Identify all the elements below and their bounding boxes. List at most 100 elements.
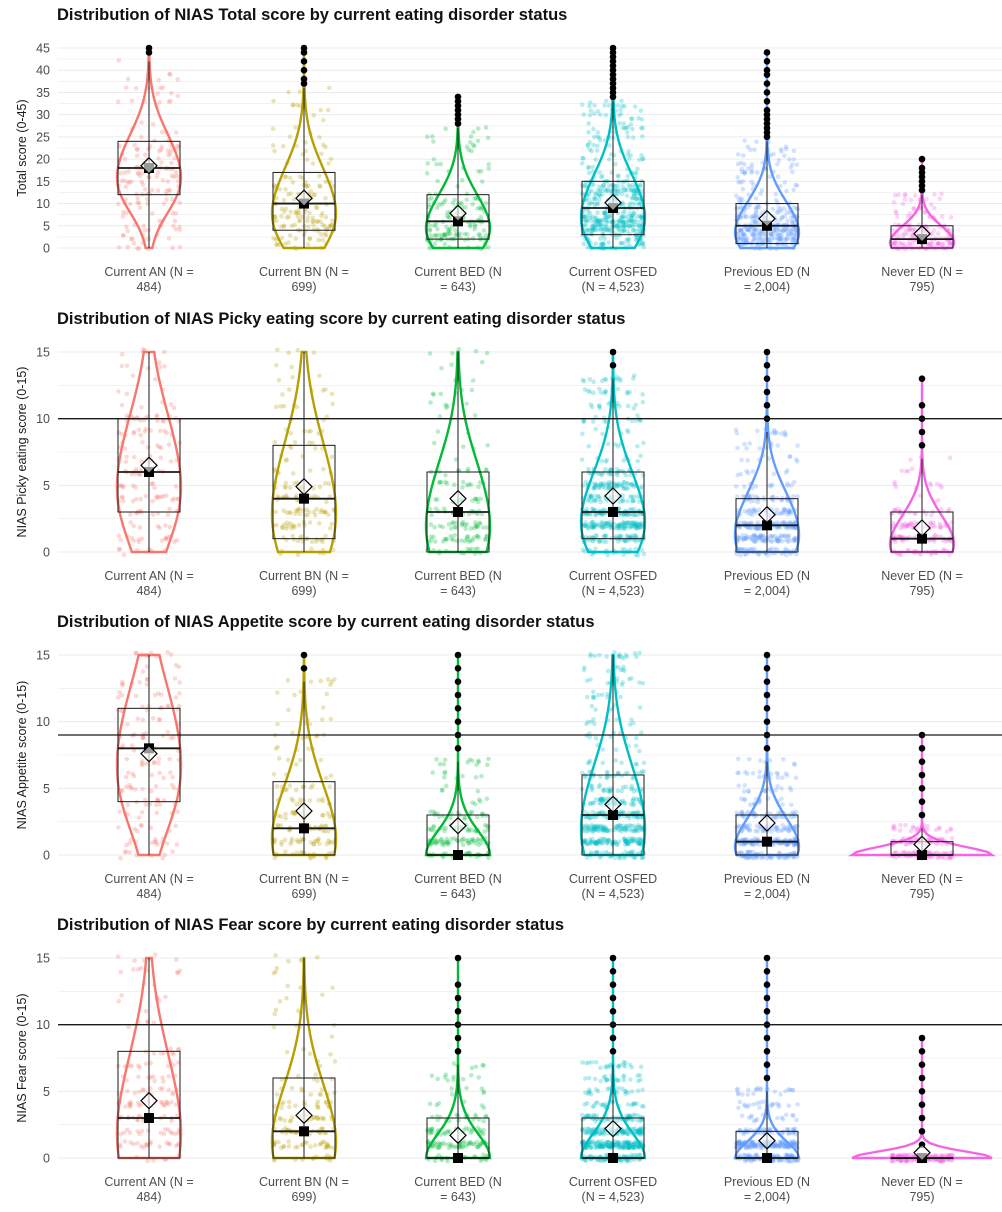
jitter-point: [134, 467, 139, 472]
jitter-point: [741, 179, 746, 184]
jitter-point: [592, 484, 597, 489]
jitter-point: [138, 525, 143, 530]
jitter-point: [775, 496, 780, 501]
jitter-point: [734, 484, 739, 489]
jitter-point: [460, 178, 465, 183]
jitter-point: [597, 170, 602, 175]
jitter-point: [636, 829, 641, 834]
x-tick-label: Current OSFED(N = 4,523): [569, 1175, 657, 1204]
jitter-point: [169, 91, 174, 96]
jitter-point: [129, 786, 134, 791]
jitter-point: [950, 836, 955, 841]
jitter-point: [641, 157, 646, 162]
jitter-point: [632, 373, 637, 378]
jitter-point: [911, 825, 916, 830]
jitter-point: [581, 419, 586, 424]
y-axis-label: NIAS Picky eating score (0-15): [15, 367, 29, 538]
jitter-point: [639, 108, 644, 113]
jitter-point: [786, 509, 791, 514]
jitter-point: [592, 722, 597, 727]
jitter-point: [429, 513, 434, 518]
jitter-point: [156, 156, 161, 161]
median-marker: [453, 850, 463, 860]
mean-marker: [141, 457, 157, 473]
outlier-point: [610, 362, 617, 369]
jitter-point: [767, 483, 772, 488]
jitter-point: [283, 174, 288, 179]
jitter-point: [425, 135, 430, 140]
jitter-point: [140, 440, 145, 445]
jitter-point: [277, 378, 282, 383]
jitter-point: [132, 538, 137, 543]
jitter-point: [161, 85, 166, 90]
jitter-point: [292, 481, 297, 486]
jitter-point: [146, 445, 151, 450]
jitter-point: [762, 240, 767, 245]
jitter-point: [290, 730, 295, 735]
jitter-point: [329, 522, 334, 527]
x-tick-label: Current BN (N =699): [259, 1175, 349, 1204]
jitter-point: [157, 149, 162, 154]
x-tick-label: Never ED (N =795): [881, 265, 963, 294]
jitter-point: [445, 404, 450, 409]
jitter-point: [317, 373, 322, 378]
jitter-point: [640, 548, 645, 553]
jitter-point: [442, 762, 447, 767]
jitter-point: [275, 722, 280, 727]
jitter-point: [751, 182, 756, 187]
jitter-point: [292, 812, 297, 817]
outlier-point: [919, 429, 926, 436]
jitter-point: [633, 403, 638, 408]
jitter-point: [628, 211, 633, 216]
jitter-point: [595, 210, 600, 215]
jitter-point: [120, 403, 125, 408]
outlier-point: [764, 678, 771, 685]
jitter-point: [159, 446, 164, 451]
jitter-point: [457, 347, 462, 352]
jitter-point: [443, 473, 448, 478]
jitter-point: [474, 775, 479, 780]
jitter-point: [590, 189, 595, 194]
jitter-point: [937, 826, 942, 831]
jitter-point: [155, 443, 160, 448]
jitter-point: [782, 153, 787, 158]
jitter-point: [586, 526, 591, 531]
jitter-point: [168, 72, 173, 77]
jitter-point: [461, 480, 466, 485]
gridlines: [58, 655, 1002, 855]
jitter-point: [156, 78, 161, 83]
x-tick-label: Current AN (N =484): [104, 569, 193, 598]
jitter-point: [434, 162, 439, 167]
jitter-point: [907, 228, 912, 233]
jitter-point: [296, 539, 301, 544]
jitter-point: [597, 653, 602, 658]
jitter-point: [747, 496, 752, 501]
jitter-point: [616, 788, 621, 793]
jitter-point: [792, 205, 797, 210]
jitter-point: [175, 707, 180, 712]
jitter-point: [161, 178, 166, 183]
median-marker: [453, 507, 463, 517]
jitter-point: [116, 533, 121, 538]
jitter-point: [771, 152, 776, 157]
jitter-point: [128, 1130, 133, 1135]
jitter-point: [132, 430, 137, 435]
jitter-point: [580, 457, 585, 462]
jitter-point: [133, 827, 138, 832]
jitter-point: [759, 814, 764, 819]
x-tick-label: Current AN (N =484): [104, 872, 193, 901]
jitter-point: [131, 373, 136, 378]
jitter-point: [312, 192, 317, 197]
y-tick-label: 0: [43, 546, 50, 560]
jitter-point: [449, 526, 454, 531]
jitter-point: [116, 99, 121, 104]
jitter-point: [637, 749, 642, 754]
jitter-point: [177, 419, 182, 424]
group-4: [734, 49, 800, 251]
jitter-point: [287, 783, 292, 788]
jitter-point: [583, 387, 588, 392]
jitter-point: [586, 130, 591, 135]
jitter-point: [633, 533, 638, 538]
jitter-point: [124, 225, 129, 230]
